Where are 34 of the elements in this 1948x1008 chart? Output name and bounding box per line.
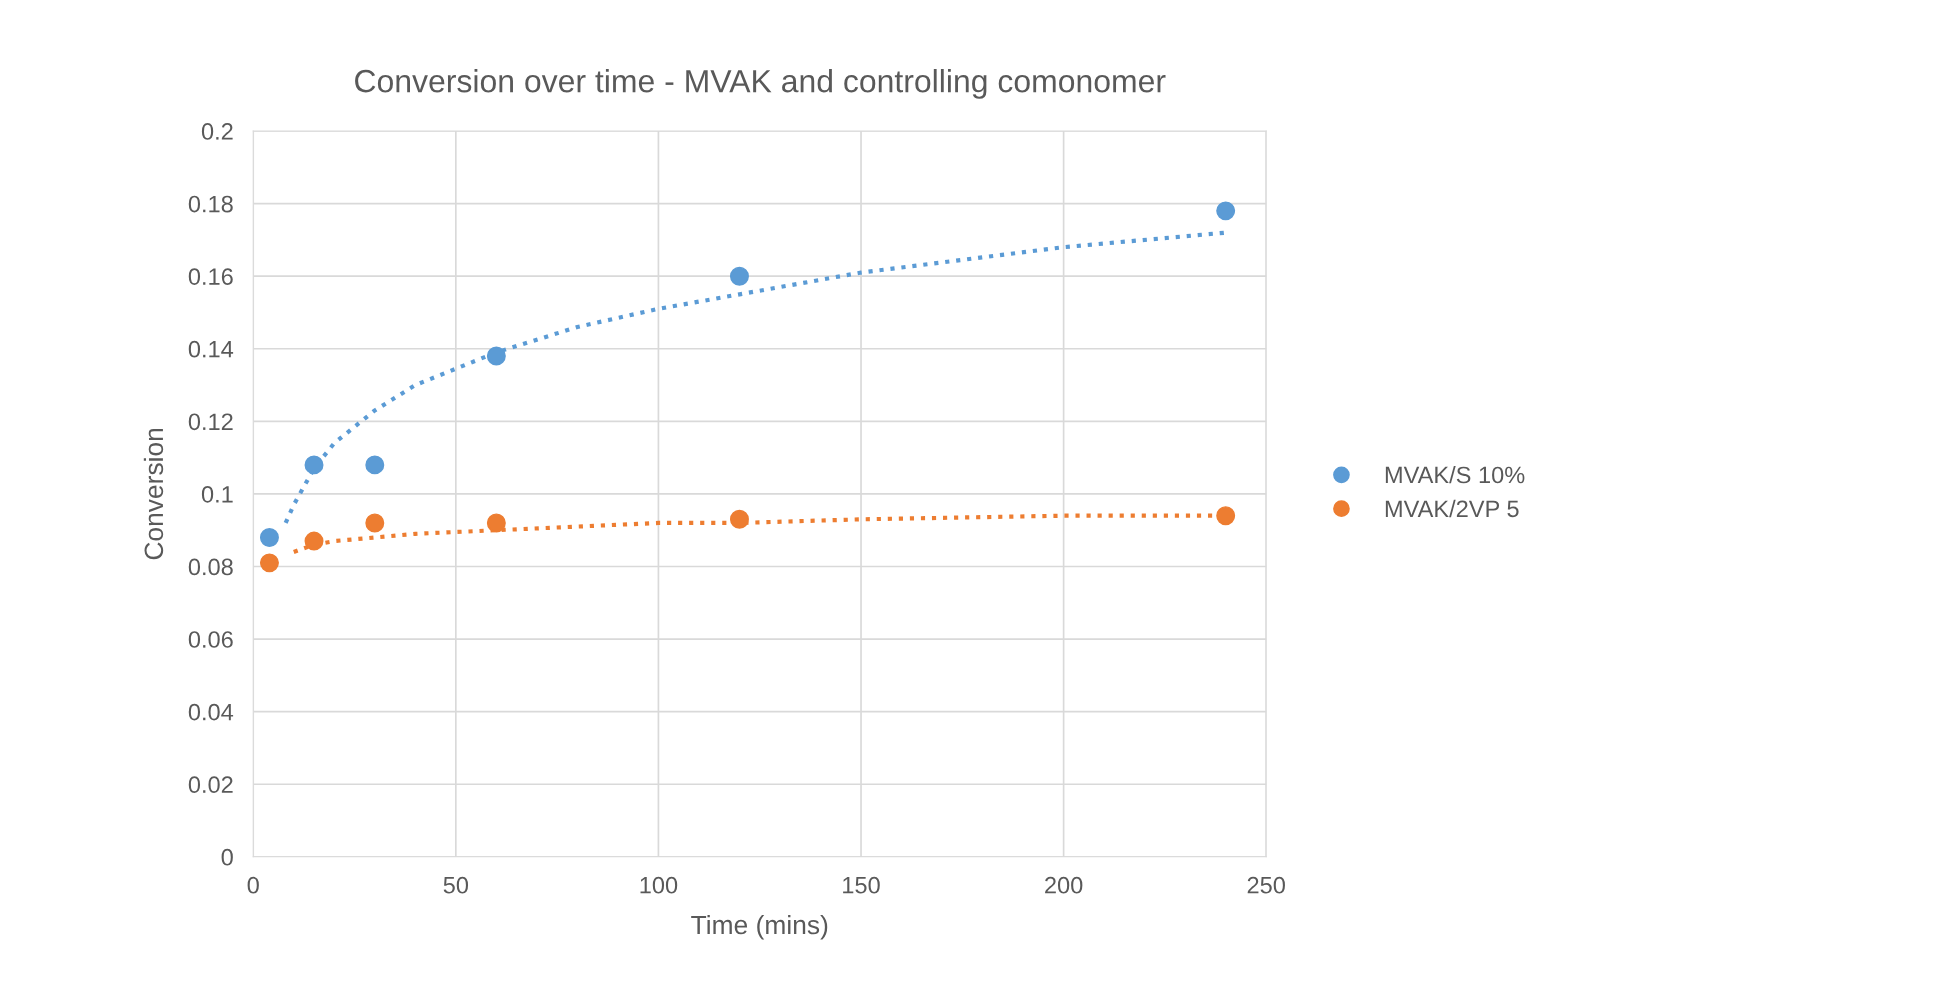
x-tick-label: 200: [1045, 876, 1083, 894]
legend-label: MVAK/S 10%: [1385, 466, 1525, 484]
point: [259, 527, 279, 547]
x-tick-label: 150: [843, 876, 880, 894]
y-axis-title: Conversion: [143, 428, 164, 560]
x-tick-label: 250: [1247, 876, 1285, 894]
x-tick-label: 0: [247, 876, 259, 894]
legend-label: MVAK/2VP 5: [1385, 499, 1519, 518]
point: [729, 509, 749, 529]
x-tick-label: 50: [443, 876, 469, 894]
chart-title: Conversion over time - MVAK and controlling comonomer: [355, 69, 1166, 99]
y-tick-label: 0.16: [188, 268, 233, 285]
point: [486, 513, 506, 533]
y-tick-label: 0.1: [201, 485, 233, 503]
point: [486, 346, 506, 366]
y-tick-label: 0.06: [188, 631, 233, 648]
point: [729, 266, 749, 286]
point: [304, 455, 324, 475]
y-tick-label: 0: [221, 848, 233, 866]
y-tick-label: 0.02: [188, 776, 233, 794]
point: [304, 531, 324, 551]
x-axis-title: Time (mins): [691, 914, 828, 940]
x-tick-label: 100: [640, 876, 678, 894]
y-tick-label: 0.18: [188, 195, 233, 213]
y-tick-label: 0.04: [188, 703, 234, 721]
y-tick-label: 0.2: [201, 123, 233, 140]
y-tick-label: 0.08: [188, 558, 233, 576]
point: [1216, 201, 1236, 221]
point: [365, 455, 385, 475]
point: [365, 513, 385, 533]
y-tick-label: 0.14: [188, 340, 234, 358]
point: [1216, 506, 1236, 526]
y-tick-label: 0.12: [188, 413, 233, 431]
point: [259, 553, 279, 573]
